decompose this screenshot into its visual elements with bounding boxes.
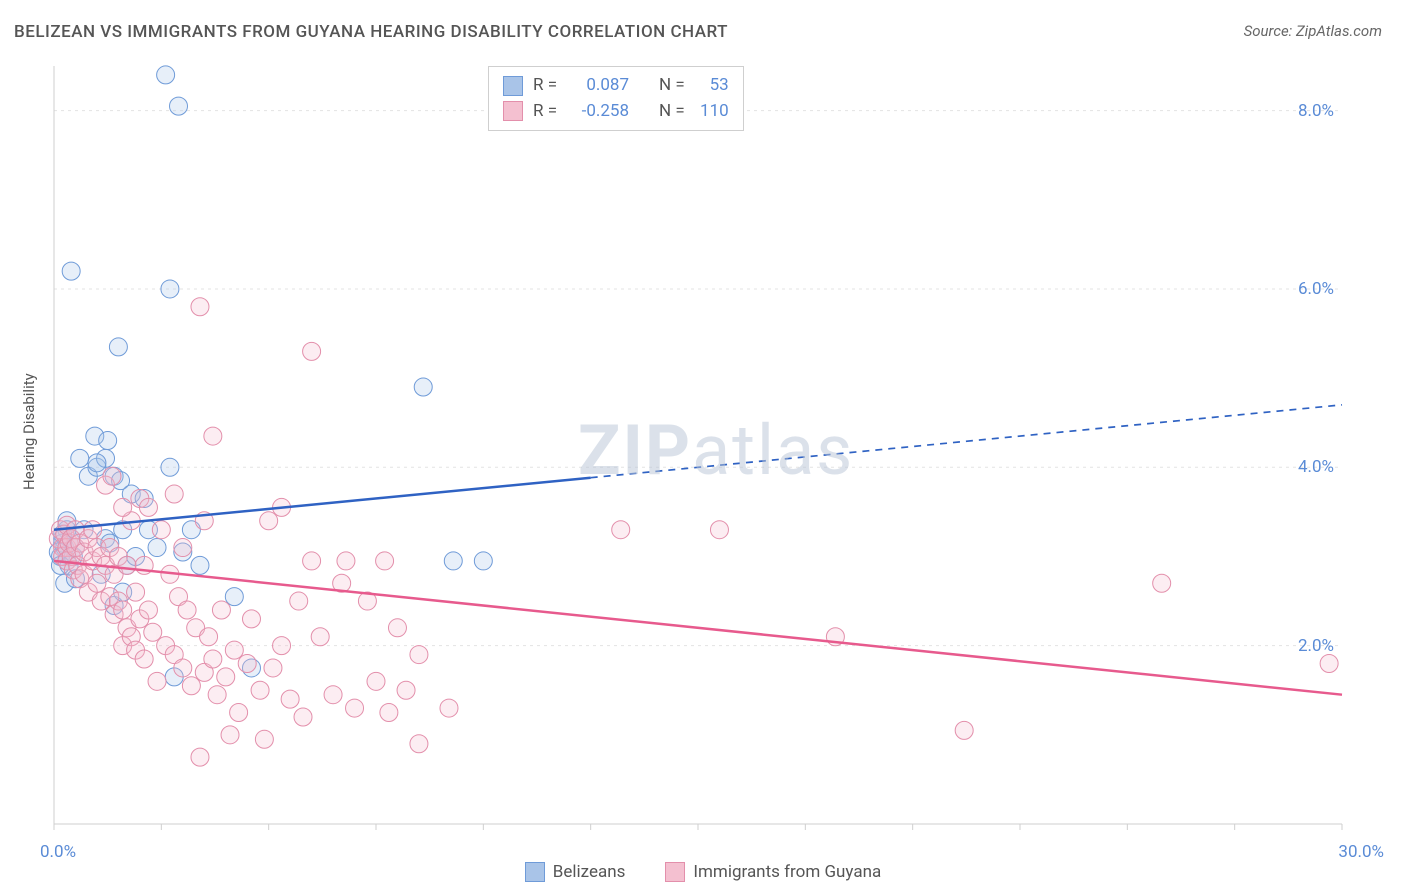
legend-item: Immigrants from Guyana [665,862,881,882]
legend-swatch-icon [503,76,523,96]
legend-label: Belizeans [553,862,626,882]
legend-label: Immigrants from Guyana [693,862,881,882]
r-value: 0.087 [567,73,629,99]
r-value: -0.258 [567,99,629,125]
n-label: N = [659,73,685,99]
scatter-chart-svg [48,60,1348,830]
y-axis-label: Hearing Disability [20,373,38,490]
r-label: R = [533,73,557,99]
n-value: 110 [695,99,729,125]
legend-item: Belizeans [525,862,626,882]
correlation-legend-row: R = -0.258 N = 110 [503,99,729,125]
legend-swatch-icon [503,101,523,121]
n-label: N = [659,99,685,125]
chart-title: BELIZEAN VS IMMIGRANTS FROM GUYANA HEARI… [14,22,728,42]
legend-swatch-icon [525,862,545,882]
y-tick-label: 8.0% [1298,101,1334,121]
x-axis-start-label: 0.0% [40,842,76,862]
legend-swatch-icon [665,862,685,882]
n-value: 53 [695,73,729,99]
correlation-legend: R = 0.087 N = 53 R = -0.258 N = 110 [488,66,744,131]
r-label: R = [533,99,557,125]
x-axis-end-label: 30.0% [1338,842,1384,862]
chart-area: ZIPatlas 2.0%4.0%6.0%8.0% R =0.087N =53R… [48,60,1348,830]
source-attribution: Source: ZipAtlas.com [1244,22,1382,40]
y-tick-label: 2.0% [1298,636,1334,656]
y-tick-label: 4.0% [1298,457,1334,477]
series-legend: Belizeans Immigrants from Guyana [0,862,1406,882]
y-tick-label: 6.0% [1298,279,1334,299]
correlation-legend-row: R = 0.087 N = 53 [503,73,729,99]
